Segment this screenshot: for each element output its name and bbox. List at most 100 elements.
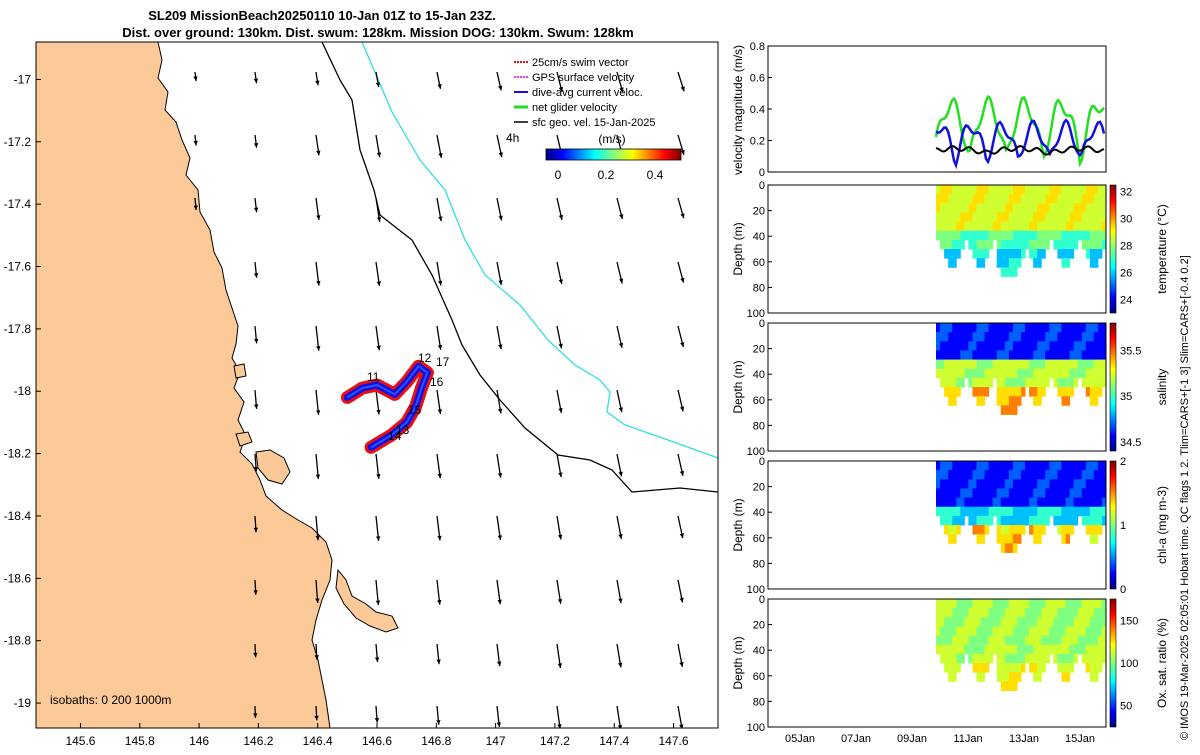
section-cell	[1098, 350, 1103, 360]
section-cell	[952, 240, 957, 250]
section-cell	[1013, 231, 1018, 241]
section-cell	[944, 479, 949, 489]
section-cell	[1061, 396, 1066, 406]
section-cell	[1025, 194, 1030, 204]
section-cell	[1029, 654, 1034, 664]
section-cell	[1033, 387, 1038, 397]
section-cell	[985, 369, 990, 379]
section-cell	[1098, 231, 1103, 241]
section-cell	[940, 488, 945, 498]
section-cell	[1061, 185, 1066, 195]
section-cell	[981, 654, 986, 664]
section-cell	[1041, 498, 1046, 508]
section-cell	[936, 617, 941, 627]
section-cell	[1001, 516, 1006, 526]
section-cell	[1041, 323, 1046, 333]
section-cell	[1094, 258, 1099, 268]
section-cell	[1086, 654, 1091, 664]
section-cell	[997, 525, 1002, 535]
section-cell	[1017, 525, 1022, 535]
section-cell	[1001, 636, 1006, 646]
section-cell	[976, 461, 981, 471]
section-cell	[989, 185, 994, 195]
section-cell	[981, 516, 986, 526]
section-cell	[1057, 341, 1062, 351]
section-cell	[1057, 203, 1062, 213]
section-cell	[1082, 240, 1087, 250]
section-cell	[997, 258, 1002, 268]
section-cell	[1037, 194, 1042, 204]
section-cell	[1061, 240, 1066, 250]
section-cell	[1066, 470, 1071, 480]
section-cell	[944, 507, 949, 517]
section-cell	[1094, 516, 1099, 526]
section-cell	[940, 240, 945, 250]
section-cell	[964, 341, 969, 351]
section-cell	[1061, 360, 1066, 370]
section-cell	[1049, 185, 1054, 195]
section-cell	[1013, 636, 1018, 646]
section-cell	[1082, 608, 1087, 618]
section-cell	[1033, 654, 1038, 664]
section-cell	[1070, 369, 1075, 379]
section-cell	[1098, 360, 1103, 370]
section-cell	[1070, 332, 1075, 342]
section-cell	[1041, 369, 1046, 379]
section-cell	[1005, 212, 1010, 222]
section-cell	[952, 332, 957, 342]
section-cell	[1078, 332, 1083, 342]
section-cell	[1005, 681, 1010, 691]
section-cell	[1053, 498, 1058, 508]
section-cell	[944, 369, 949, 379]
section-cell	[1017, 488, 1022, 498]
section-cell	[964, 470, 969, 480]
section-cell	[1021, 461, 1026, 471]
section-colorbar-tick: 150	[1120, 615, 1138, 627]
section-cell	[960, 654, 965, 664]
section-cell	[1090, 203, 1095, 213]
map-ytick-label: -17.4	[4, 197, 32, 211]
section-cell	[1078, 194, 1083, 204]
section-cell	[1005, 534, 1010, 544]
section-cell	[960, 240, 965, 250]
section-cell	[1025, 185, 1030, 195]
section-cell	[936, 645, 941, 655]
section-cell	[936, 222, 941, 232]
section-cell	[1057, 636, 1062, 646]
section-cell	[1049, 636, 1054, 646]
section-cell	[952, 636, 957, 646]
section-cell	[1098, 599, 1103, 609]
isobath-label: isobaths: 0 200 1000m	[50, 693, 171, 707]
section-cell	[1017, 507, 1022, 517]
section-cell	[1053, 488, 1058, 498]
velocity-ytick-label: 0.2	[750, 136, 765, 148]
section-cell	[948, 350, 953, 360]
section-cell	[1009, 470, 1014, 480]
section-cell	[1033, 231, 1038, 241]
section-cell	[985, 240, 990, 250]
section-cell	[1033, 378, 1038, 388]
section-cell	[1001, 212, 1006, 222]
section-cell	[944, 249, 949, 259]
section-cell	[1057, 387, 1062, 397]
section-cell	[976, 488, 981, 498]
map-xtick-label: 146.4	[303, 734, 333, 748]
section-cell	[1021, 231, 1026, 241]
section-cell	[1005, 599, 1010, 609]
section-cell	[1098, 488, 1103, 498]
section-cell	[997, 516, 1002, 526]
section-cell	[985, 360, 990, 370]
section-cell	[1066, 654, 1071, 664]
section-cell	[1094, 525, 1099, 535]
section-cell	[1005, 369, 1010, 379]
figure-title-line2: Dist. over ground: 130km. Dist. swum: 12…	[122, 25, 634, 40]
section-cell	[964, 360, 969, 370]
section-cell	[1086, 212, 1091, 222]
section-cell	[1033, 663, 1038, 673]
section-cell	[1033, 249, 1038, 259]
section-cell	[1025, 479, 1030, 489]
section-cell	[1005, 341, 1010, 351]
section-cell	[1013, 507, 1018, 517]
